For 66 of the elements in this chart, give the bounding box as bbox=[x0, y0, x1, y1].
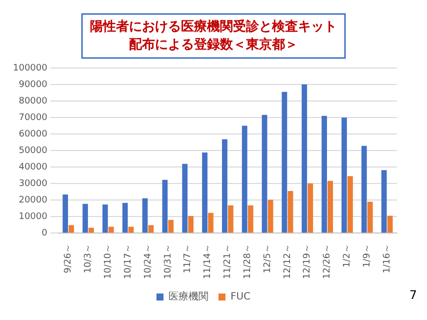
bar bbox=[168, 220, 174, 233]
bar bbox=[202, 152, 208, 233]
bar bbox=[387, 216, 393, 233]
x-tick-label: 11/7～ bbox=[183, 244, 194, 274]
bar bbox=[82, 204, 88, 233]
bar bbox=[268, 200, 274, 233]
x-tick-label: 12/19～ bbox=[302, 244, 313, 279]
bar bbox=[282, 92, 288, 233]
bar bbox=[308, 183, 314, 233]
x-tick-label: 10/10～ bbox=[104, 244, 114, 279]
x-tick-label: 1/9～ bbox=[362, 244, 372, 268]
x-tick-label: 11/21～ bbox=[223, 244, 234, 279]
bar bbox=[88, 228, 94, 233]
bar bbox=[208, 212, 214, 233]
y-tick-label: 50000 bbox=[18, 146, 48, 156]
bar bbox=[228, 205, 234, 233]
x-tick-label: 12/26～ bbox=[322, 244, 333, 279]
x-tick-label: 10/24～ bbox=[143, 244, 154, 279]
y-tick-label: 80000 bbox=[18, 96, 48, 106]
bar bbox=[182, 164, 188, 233]
text: 7 bbox=[409, 288, 417, 302]
bar bbox=[242, 126, 248, 233]
bar bbox=[348, 176, 353, 233]
x-tick-label: 10/3～ bbox=[84, 244, 94, 274]
x-tick-label: 9/26～ bbox=[64, 244, 74, 274]
x-tick-label: 1/16～ bbox=[382, 244, 392, 274]
bar bbox=[162, 180, 168, 233]
x-tick-label: 10/17～ bbox=[123, 244, 134, 279]
bar bbox=[222, 139, 228, 233]
x-tick-label: 12/12～ bbox=[282, 244, 293, 279]
bar bbox=[381, 170, 387, 233]
bar bbox=[302, 84, 308, 233]
y-tick-label: 100000 bbox=[12, 63, 48, 74]
y-tick-label: 70000 bbox=[18, 112, 48, 123]
bar bbox=[288, 190, 294, 233]
bar bbox=[342, 118, 347, 233]
y-tick-label: 10000 bbox=[18, 212, 48, 222]
x-tick-label: 11/14～ bbox=[203, 244, 214, 279]
bar bbox=[367, 202, 373, 233]
y-tick-label: 30000 bbox=[18, 178, 48, 189]
bar bbox=[68, 225, 74, 233]
x-tick-label: 10/31～ bbox=[163, 244, 174, 279]
chart-title: 陽性者における医療機関受診と検査キット配布による登録数＜東京都＞ bbox=[90, 18, 337, 52]
bar bbox=[248, 205, 254, 233]
y-tick-label: 40000 bbox=[18, 162, 48, 172]
bar bbox=[122, 202, 128, 233]
bar bbox=[328, 180, 333, 233]
bar bbox=[128, 226, 134, 233]
y-tick-label: 20000 bbox=[18, 195, 48, 206]
x-tick-label: 1/2～ bbox=[342, 244, 353, 268]
y-tick-label: 90000 bbox=[18, 80, 48, 90]
legend-label: 医療機関 bbox=[168, 290, 208, 303]
bar bbox=[148, 225, 154, 233]
x-tick-label: 12/5～ bbox=[262, 244, 273, 274]
bar bbox=[142, 198, 148, 233]
x-tick-label: 11/28～ bbox=[242, 244, 253, 279]
bar bbox=[188, 216, 194, 233]
bar bbox=[102, 204, 108, 233]
bar bbox=[262, 114, 268, 233]
y-tick-label: 0 bbox=[42, 228, 48, 238]
bar bbox=[361, 146, 367, 233]
bar bbox=[62, 194, 68, 233]
y-tick-label: 60000 bbox=[18, 129, 48, 140]
bar bbox=[108, 226, 114, 233]
legend-label: FUC bbox=[230, 292, 251, 303]
bar bbox=[322, 116, 327, 233]
